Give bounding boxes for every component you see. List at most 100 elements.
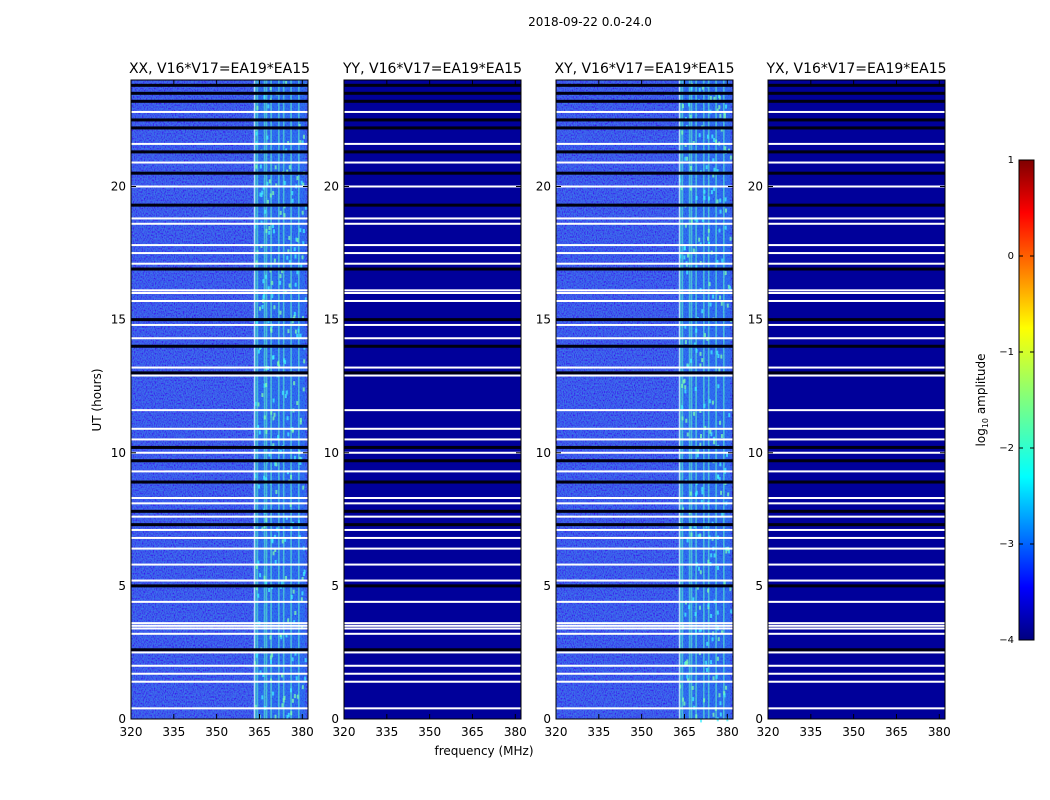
flagged-row-dark [768,445,945,449]
rfi-patch [719,198,722,203]
x-tick-label: 320 [120,725,143,739]
rfi-patch [679,254,682,259]
rfi-patch [255,586,258,591]
rfi-patch [287,249,290,254]
rfi-line [678,80,680,719]
flagged-row-white [344,409,521,412]
rfi-patch [694,492,697,497]
rfi-patch [268,588,271,593]
rfi-patch [719,701,722,706]
rfi-patch [709,429,712,434]
rfi-patch [302,485,305,490]
flagged-row-white [344,451,521,454]
rfi-patch [285,515,288,520]
flagged-row-dark [131,150,308,154]
rfi-patch [265,382,268,387]
rfi-patch [291,428,294,433]
flagged-row-dark [344,445,521,449]
rfi-patch [286,255,289,260]
panel-2: YY, V16*V17=EA19*EA15 320 335 350 365 380 0 5 10… [324,61,527,739]
flagged-row-white [344,262,521,265]
flagged-row-white [556,707,733,710]
flagged-row-white [556,252,733,255]
y-tick-label: 0 [755,712,763,726]
rfi-patch [266,135,269,140]
rfi-patch [264,580,267,585]
flagged-row-white [556,627,733,630]
flagged-row-white [131,627,308,630]
panel-title: YX, V16*V17=EA19*EA15 [765,61,946,77]
flagged-row-dark [768,91,945,95]
flagged-row-dark [556,318,733,322]
flagged-row-dark [768,118,945,122]
flagged-row-white [131,262,308,265]
rfi-patch [686,674,689,679]
flagged-row-white [556,563,733,566]
flagged-row-dark [768,99,945,103]
rfi-patch [684,324,687,329]
rfi-patch [255,320,258,325]
rfi-patch [727,492,730,497]
rfi-patch [719,209,722,214]
rfi-patch [300,597,303,602]
rfi-patch [725,685,728,690]
rfi-patch [300,180,303,185]
rfi-patch [686,538,689,543]
flagged-row-dark [131,445,308,449]
flagged-row-white [131,707,308,710]
rfi-patch [264,209,267,214]
rfi-patch [299,417,302,422]
rfi-patch [304,205,307,210]
rfi-patch [682,379,685,384]
rfi-patch [293,247,296,252]
rfi-patch [266,199,269,204]
rfi-patch [298,123,301,128]
rfi-patch [264,274,267,279]
rfi-patch [698,237,701,242]
rfi-patch [712,294,715,299]
rfi-patch [728,549,731,554]
rfi-patch [712,173,715,178]
y-tick-label: 10 [324,446,339,460]
y-tick-label: 5 [331,579,339,593]
rfi-patch [721,258,724,263]
flagged-row-white [768,502,945,505]
rfi-patch [710,553,713,558]
rfi-patch [716,350,719,355]
flagged-row-white [768,427,945,430]
flagged-row-white [556,528,733,531]
rfi-channel [278,80,280,719]
flagged-row-white [131,563,308,566]
rfi-patch [686,662,689,667]
rfi-patch [272,416,275,421]
rfi-patch [695,265,698,270]
rfi-patch [717,637,720,642]
rfi-patch [304,297,307,302]
flagged-row-white [556,323,733,326]
panel-title: XY, V16*V17=EA19*EA15 [554,61,734,77]
rfi-patch [269,635,272,640]
rfi-patch [726,452,729,457]
flagged-row-white [131,142,308,145]
rfi-patch [688,605,691,610]
flagged-row-dark [768,267,945,271]
rfi-patch [285,80,288,85]
rfi-patch [263,475,266,480]
rfi-patch [302,387,305,392]
rfi-patch [261,190,264,195]
colorbar-label: log10 amplitude [974,354,990,447]
flagged-row-dark [344,459,521,463]
rfi-patch [696,453,699,458]
rfi-patch [283,213,286,218]
y-tick-label: 15 [748,313,763,327]
colorbar-tick-label: −1 [999,347,1014,358]
x-tick-label: 350 [630,725,653,739]
rfi-patch [693,411,696,416]
rfi-patch [281,539,284,544]
y-tick-label: 20 [536,180,551,194]
rfi-patch [729,236,732,241]
flagged-row-white [768,651,945,654]
rfi-patch [683,701,686,706]
rfi-patch [699,351,702,356]
panel-title: YY, V16*V17=EA19*EA15 [342,61,522,77]
